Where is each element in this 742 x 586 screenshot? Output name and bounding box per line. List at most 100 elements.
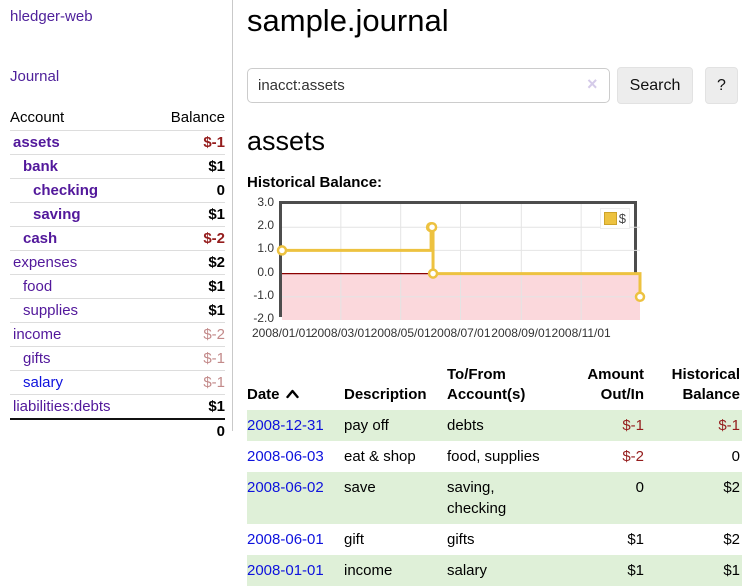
x-axis-tick: 2008/09/01 [491,326,552,340]
y-axis-tick: -2.0 [253,311,274,325]
transaction-row: 2008-01-01 income salary $1 $1 [247,555,742,586]
transaction-balance: $2 [646,472,742,524]
y-axis-tick: 1.0 [257,241,274,256]
chart-title: Historical Balance: [247,174,383,191]
account-balance: $1 [208,302,225,319]
account-balance: $2 [208,254,225,271]
transaction-amount: $-2 [622,448,644,465]
transaction-amount: $1 [627,531,644,548]
legend-label: $ [618,211,626,226]
account-row: expenses $2 [10,250,225,274]
accounts-table: Account Balance assets $-1 bank $1 checking 0… [10,106,225,443]
transaction-accounts: saving, checking [447,472,564,524]
transactions-header-row: Date Description To/From Account(s) Amou… [247,363,742,410]
x-axis-tick: 2008/11/01 [551,326,611,340]
chart-plot-area: $ [276,201,646,320]
transaction-date-link[interactable]: 2008-06-01 [247,531,324,548]
x-axis-tick: 2008/03/01 [310,326,371,340]
transaction-accounts: salary [447,555,564,586]
account-row: income $-2 [10,322,225,346]
sort-ascending-icon [285,385,299,405]
account-row: liabilities:debts $1 [10,394,225,418]
account-link-food[interactable]: food [23,278,53,295]
account-row: assets $-1 [10,130,225,154]
transaction-accounts: gifts [447,531,475,548]
accounts-total: 0 [10,418,225,443]
app-title-link[interactable]: hledger-web [10,8,93,25]
accounts-table-header: Account Balance [10,106,225,130]
account-balance: $1 [208,278,225,295]
help-button[interactable]: ? [705,67,738,104]
account-balance: $-1 [203,374,225,391]
transaction-date-link[interactable]: 2008-06-03 [247,448,324,465]
chart-legend: $ [599,208,630,229]
y-axis-tick: 0.0 [257,264,274,279]
account-link-income[interactable]: income [13,326,62,343]
transaction-description: gift [344,531,365,548]
account-row: salary $-1 [10,370,225,394]
account-link-assets[interactable]: assets [13,134,60,151]
search-input[interactable] [247,68,610,103]
x-axis-tick: 2008/05/01 [370,326,431,340]
account-row: checking 0 [10,178,225,202]
transaction-balance: $-1 [646,410,742,441]
accounts-rows: assets $-1 bank $1 checking 0 saving $1 cash $-2 e… [10,130,225,418]
account-balance: $-1 [203,134,225,151]
account-link-supplies[interactable]: supplies [23,302,79,319]
column-header-amount: Amount Out/In [587,366,644,403]
column-header-tofrom: To/From Account(s) [447,366,526,403]
account-row: gifts $-1 [10,346,225,370]
account-row: cash $-2 [10,226,225,250]
account-balance: $-1 [203,350,225,367]
transaction-date-link[interactable]: 2008-12-31 [247,417,324,434]
legend-swatch-icon [603,212,617,225]
account-balance: $-2 [203,326,225,343]
x-axis-tick: 2008/01/01 [251,326,313,340]
transaction-balance: $1 [646,555,742,586]
transaction-row: 2008-06-03 eat & shop food, supplies $-2 0 [247,441,742,472]
account-link-expenses[interactable]: expenses [13,254,78,271]
sidebar-item-journal[interactable]: Journal [10,68,60,85]
y-axis-tick: 2.0 [257,218,274,233]
transaction-balance: 0 [731,448,740,465]
transaction-balance: $2 [723,531,740,548]
account-link-gifts[interactable]: gifts [23,350,51,367]
x-axis-tick: 2008/07/01 [430,326,491,340]
transaction-amount: 0 [564,472,646,524]
y-axis-tick: 3.0 [257,195,274,209]
main-content: sample.journal × Search ? assets Histori… [247,0,742,586]
search-button[interactable]: Search [617,67,693,104]
chart-canvas [276,204,646,320]
sidebar: hledger-web Journal Account Balance asse… [0,0,233,440]
account-balance: $-2 [203,230,225,247]
account-link-salary[interactable]: salary [23,374,64,391]
transaction-date-link[interactable]: 2008-06-02 [247,479,324,496]
transaction-description: pay off [344,410,447,441]
account-link-bank[interactable]: bank [23,158,59,175]
transaction-date-link[interactable]: 2008-01-01 [247,562,324,579]
account-balance: $1 [208,206,225,223]
transaction-description: income [344,555,447,586]
clear-search-icon[interactable]: × [587,74,598,94]
account-link-saving[interactable]: saving [33,206,81,223]
y-axis-tick: -1.0 [253,287,274,302]
transactions-table: Date Description To/From Account(s) Amou… [247,363,742,586]
column-header-description: Description [344,386,427,403]
account-row: bank $1 [10,154,225,178]
transaction-row: 2008-06-01 gift gifts $1 $2 [247,524,742,555]
column-header-balance: Historical Balance [671,366,740,403]
account-row: food $1 [10,274,225,298]
transaction-amount: $1 [564,555,646,586]
account-balance: $1 [208,158,225,175]
account-link-liabilities-debts[interactable]: liabilities:debts [13,398,111,415]
account-link-cash[interactable]: cash [23,230,58,247]
account-row: supplies $1 [10,298,225,322]
account-row: saving $1 [10,202,225,226]
account-heading: assets [247,126,326,156]
account-link-checking[interactable]: checking [33,182,99,199]
column-header-date[interactable]: Date [247,363,344,410]
transaction-amount: $-1 [564,410,646,441]
historical-balance-chart: $ 3.0 2.0 1.0 0.0 -1.0 -2.0 2008/01/01 2008/03/… [247,195,742,340]
transaction-description: save [344,472,447,524]
account-balance: $1 [208,398,225,415]
